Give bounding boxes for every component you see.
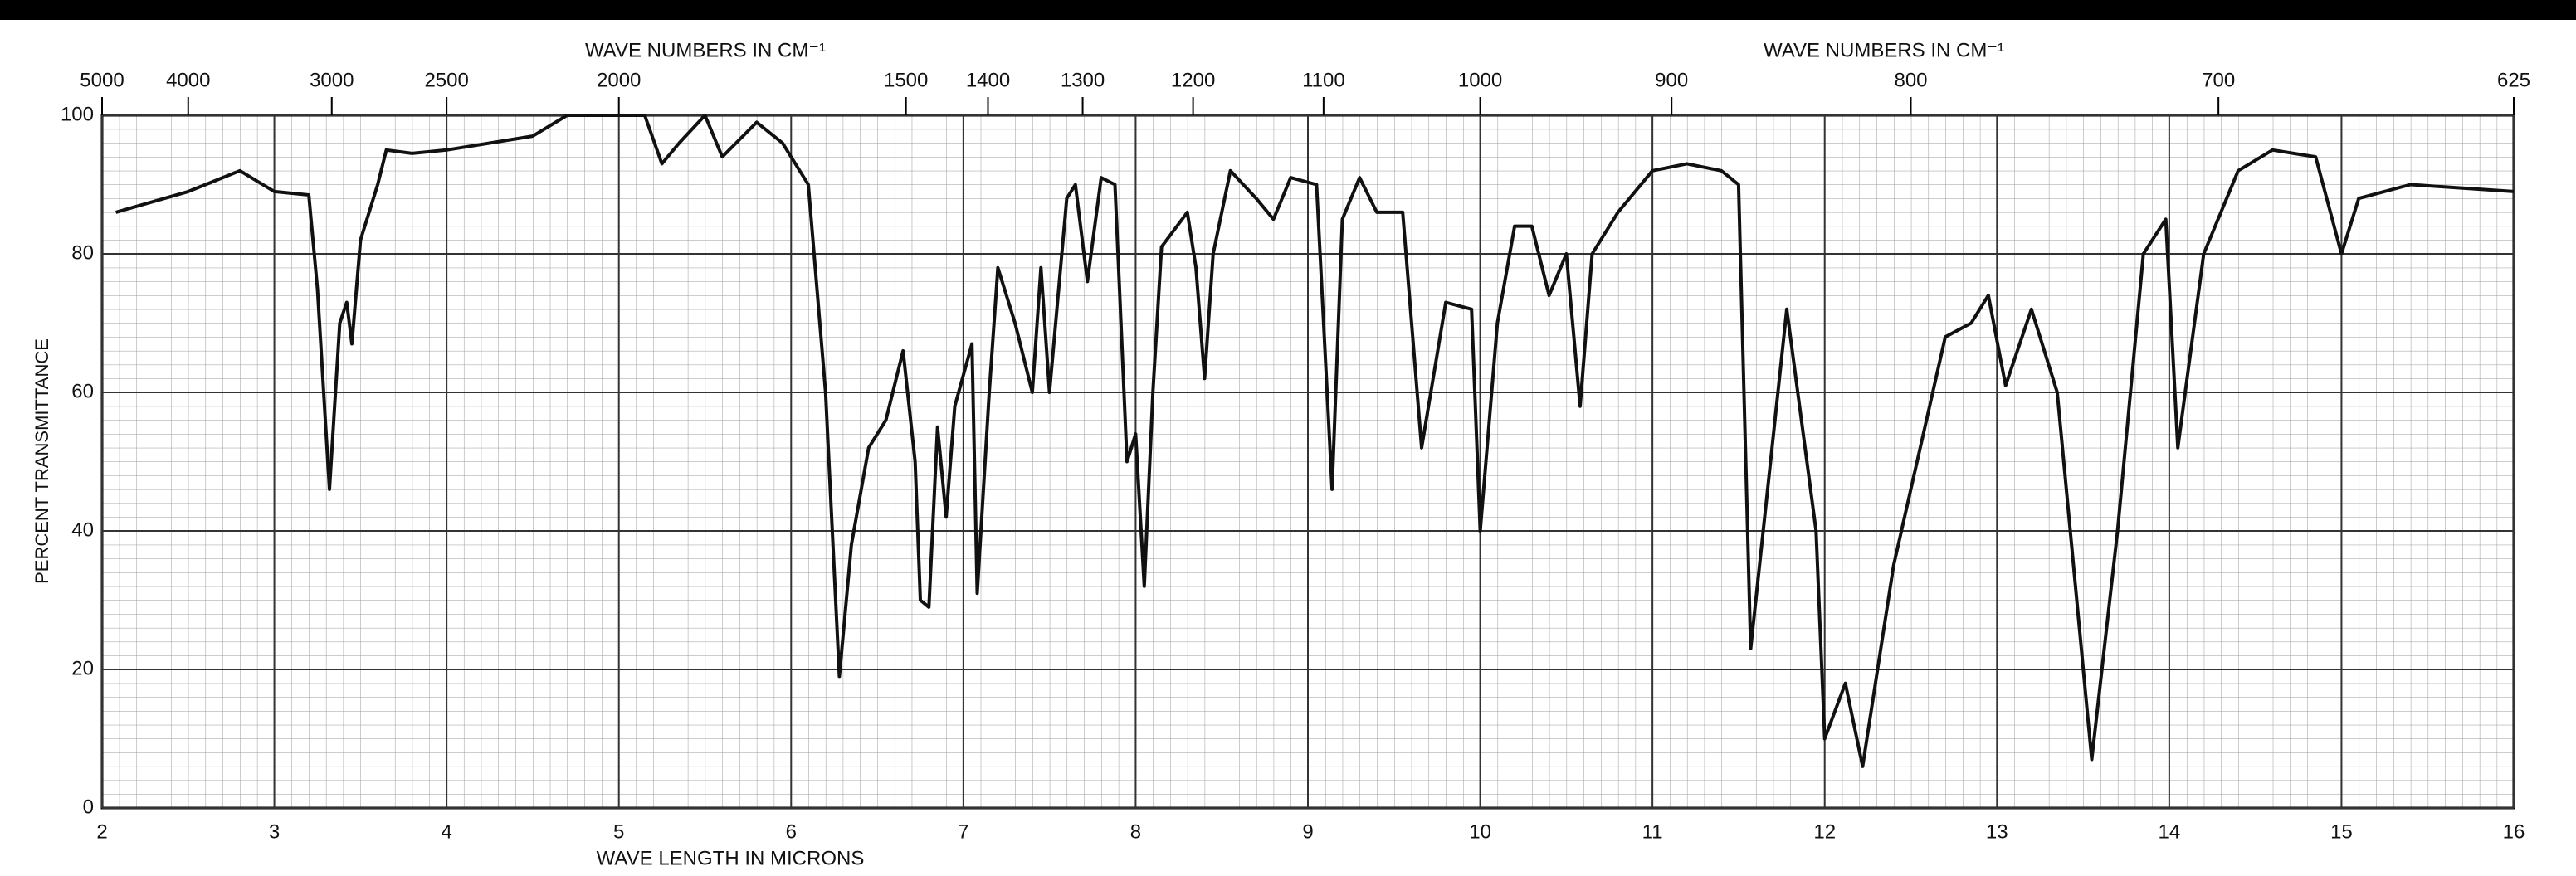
x-tick-label: 5 xyxy=(613,820,624,843)
top-tick-label: 900 xyxy=(1655,69,1688,91)
x-tick-label: 7 xyxy=(958,820,968,843)
top-axis-label: WAVE NUMBERS IN CM⁻¹ xyxy=(585,39,826,61)
y-tick-label: 20 xyxy=(71,657,94,679)
top-tick-label: 5000 xyxy=(80,69,124,91)
x-tick-label: 4 xyxy=(441,820,451,843)
top-bar xyxy=(0,0,2576,20)
top-axis-label: WAVE NUMBERS IN CM⁻¹ xyxy=(1764,39,2004,61)
x-tick-label: 10 xyxy=(1469,820,1491,843)
top-tick-label: 2000 xyxy=(597,69,641,91)
top-tick-label: 1000 xyxy=(1458,69,1502,91)
x-tick-label: 11 xyxy=(1642,820,1663,843)
top-tick-label: 1300 xyxy=(1061,69,1105,91)
x-tick-label: 15 xyxy=(2330,820,2353,843)
y-tick-label: 0 xyxy=(83,796,94,818)
top-tick-label: 700 xyxy=(2202,69,2235,91)
y-tick-label: 100 xyxy=(61,103,94,125)
top-tick-label: 1500 xyxy=(884,69,928,91)
top-tick-label: 3000 xyxy=(310,69,354,91)
x-tick-label: 9 xyxy=(1302,820,1313,843)
x-axis-label: WAVE LENGTH IN MICRONS xyxy=(597,847,865,869)
spectrum-line xyxy=(115,114,2515,768)
top-tick-label: 4000 xyxy=(166,69,210,91)
x-tick-label: 12 xyxy=(1813,820,1836,843)
x-tick-label: 8 xyxy=(1130,820,1141,843)
x-tick-label: 2 xyxy=(96,820,107,843)
top-tick-label: 625 xyxy=(2497,69,2530,91)
top-tick-label: 1400 xyxy=(966,69,1010,91)
top-tick-label: 1100 xyxy=(1302,69,1345,91)
x-tick-label: 14 xyxy=(2159,820,2181,843)
y-axis-label: PERCENT TRANSMITTANCE xyxy=(32,338,52,584)
y-tick-label: 60 xyxy=(71,380,94,402)
x-tick-label: 6 xyxy=(786,820,797,843)
top-tick-label: 2500 xyxy=(424,69,468,91)
top-tick-label: 1200 xyxy=(1171,69,1215,91)
y-tick-label: 40 xyxy=(71,518,94,541)
y-tick-label: 80 xyxy=(71,241,94,264)
x-tick-label: 16 xyxy=(2503,820,2525,843)
x-tick-label: 3 xyxy=(269,820,280,843)
top-tick-label: 800 xyxy=(1894,69,1927,91)
x-tick-label: 13 xyxy=(1986,820,2008,843)
